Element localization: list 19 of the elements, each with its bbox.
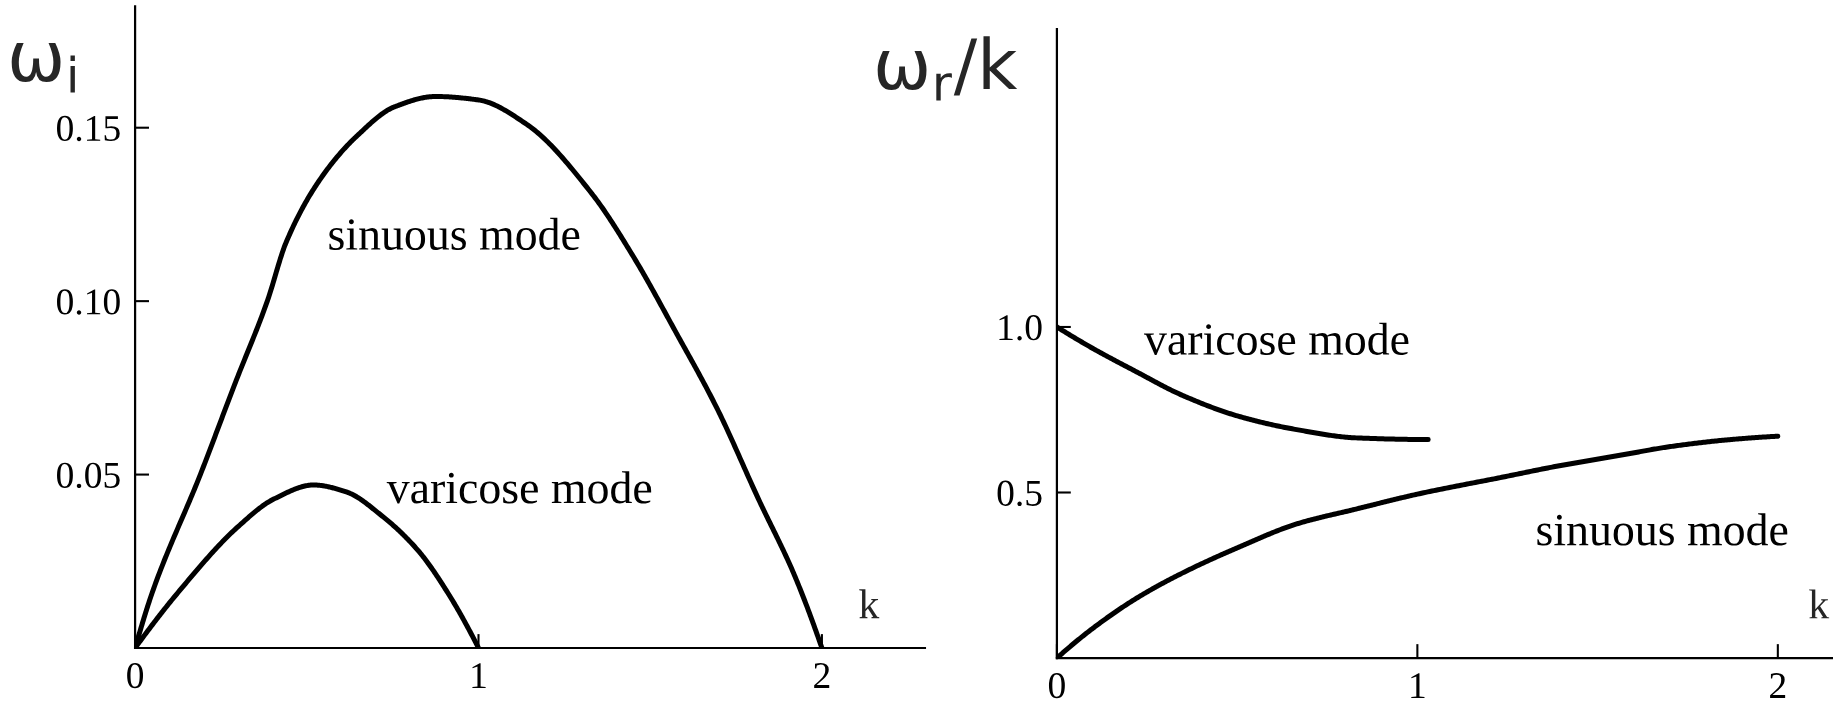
x-tick-label: 1 — [472, 663, 486, 688]
y-tick-label: 0.5 — [997, 480, 1042, 507]
x-tick-label: 0 — [1048, 673, 1065, 699]
x-tick-label: 0 — [127, 662, 144, 689]
series-label: varicose mode — [386, 471, 652, 504]
series-label: sinuous mode — [329, 217, 580, 251]
series-label: varicose mode — [1144, 322, 1409, 355]
y-tick-label: 1.0 — [999, 315, 1042, 341]
y-axis-title: ω$_{i}$ — [11, 43, 75, 93]
x-axis-title: k — [1809, 589, 1830, 619]
x-tick-label: 1 — [1411, 673, 1425, 698]
y-tick-label: 0.10 — [57, 289, 120, 315]
series-label: sinuous mode — [1537, 513, 1788, 546]
x-tick-label: 2 — [814, 663, 830, 688]
x-tick-label: 2 — [1770, 673, 1786, 698]
y-axis-title: ω$_{r}$/k — [877, 36, 1018, 101]
y-tick-label: 0.05 — [57, 462, 120, 489]
x-axis-title: k — [859, 589, 880, 619]
y-tick-label: 0.15 — [57, 115, 120, 142]
